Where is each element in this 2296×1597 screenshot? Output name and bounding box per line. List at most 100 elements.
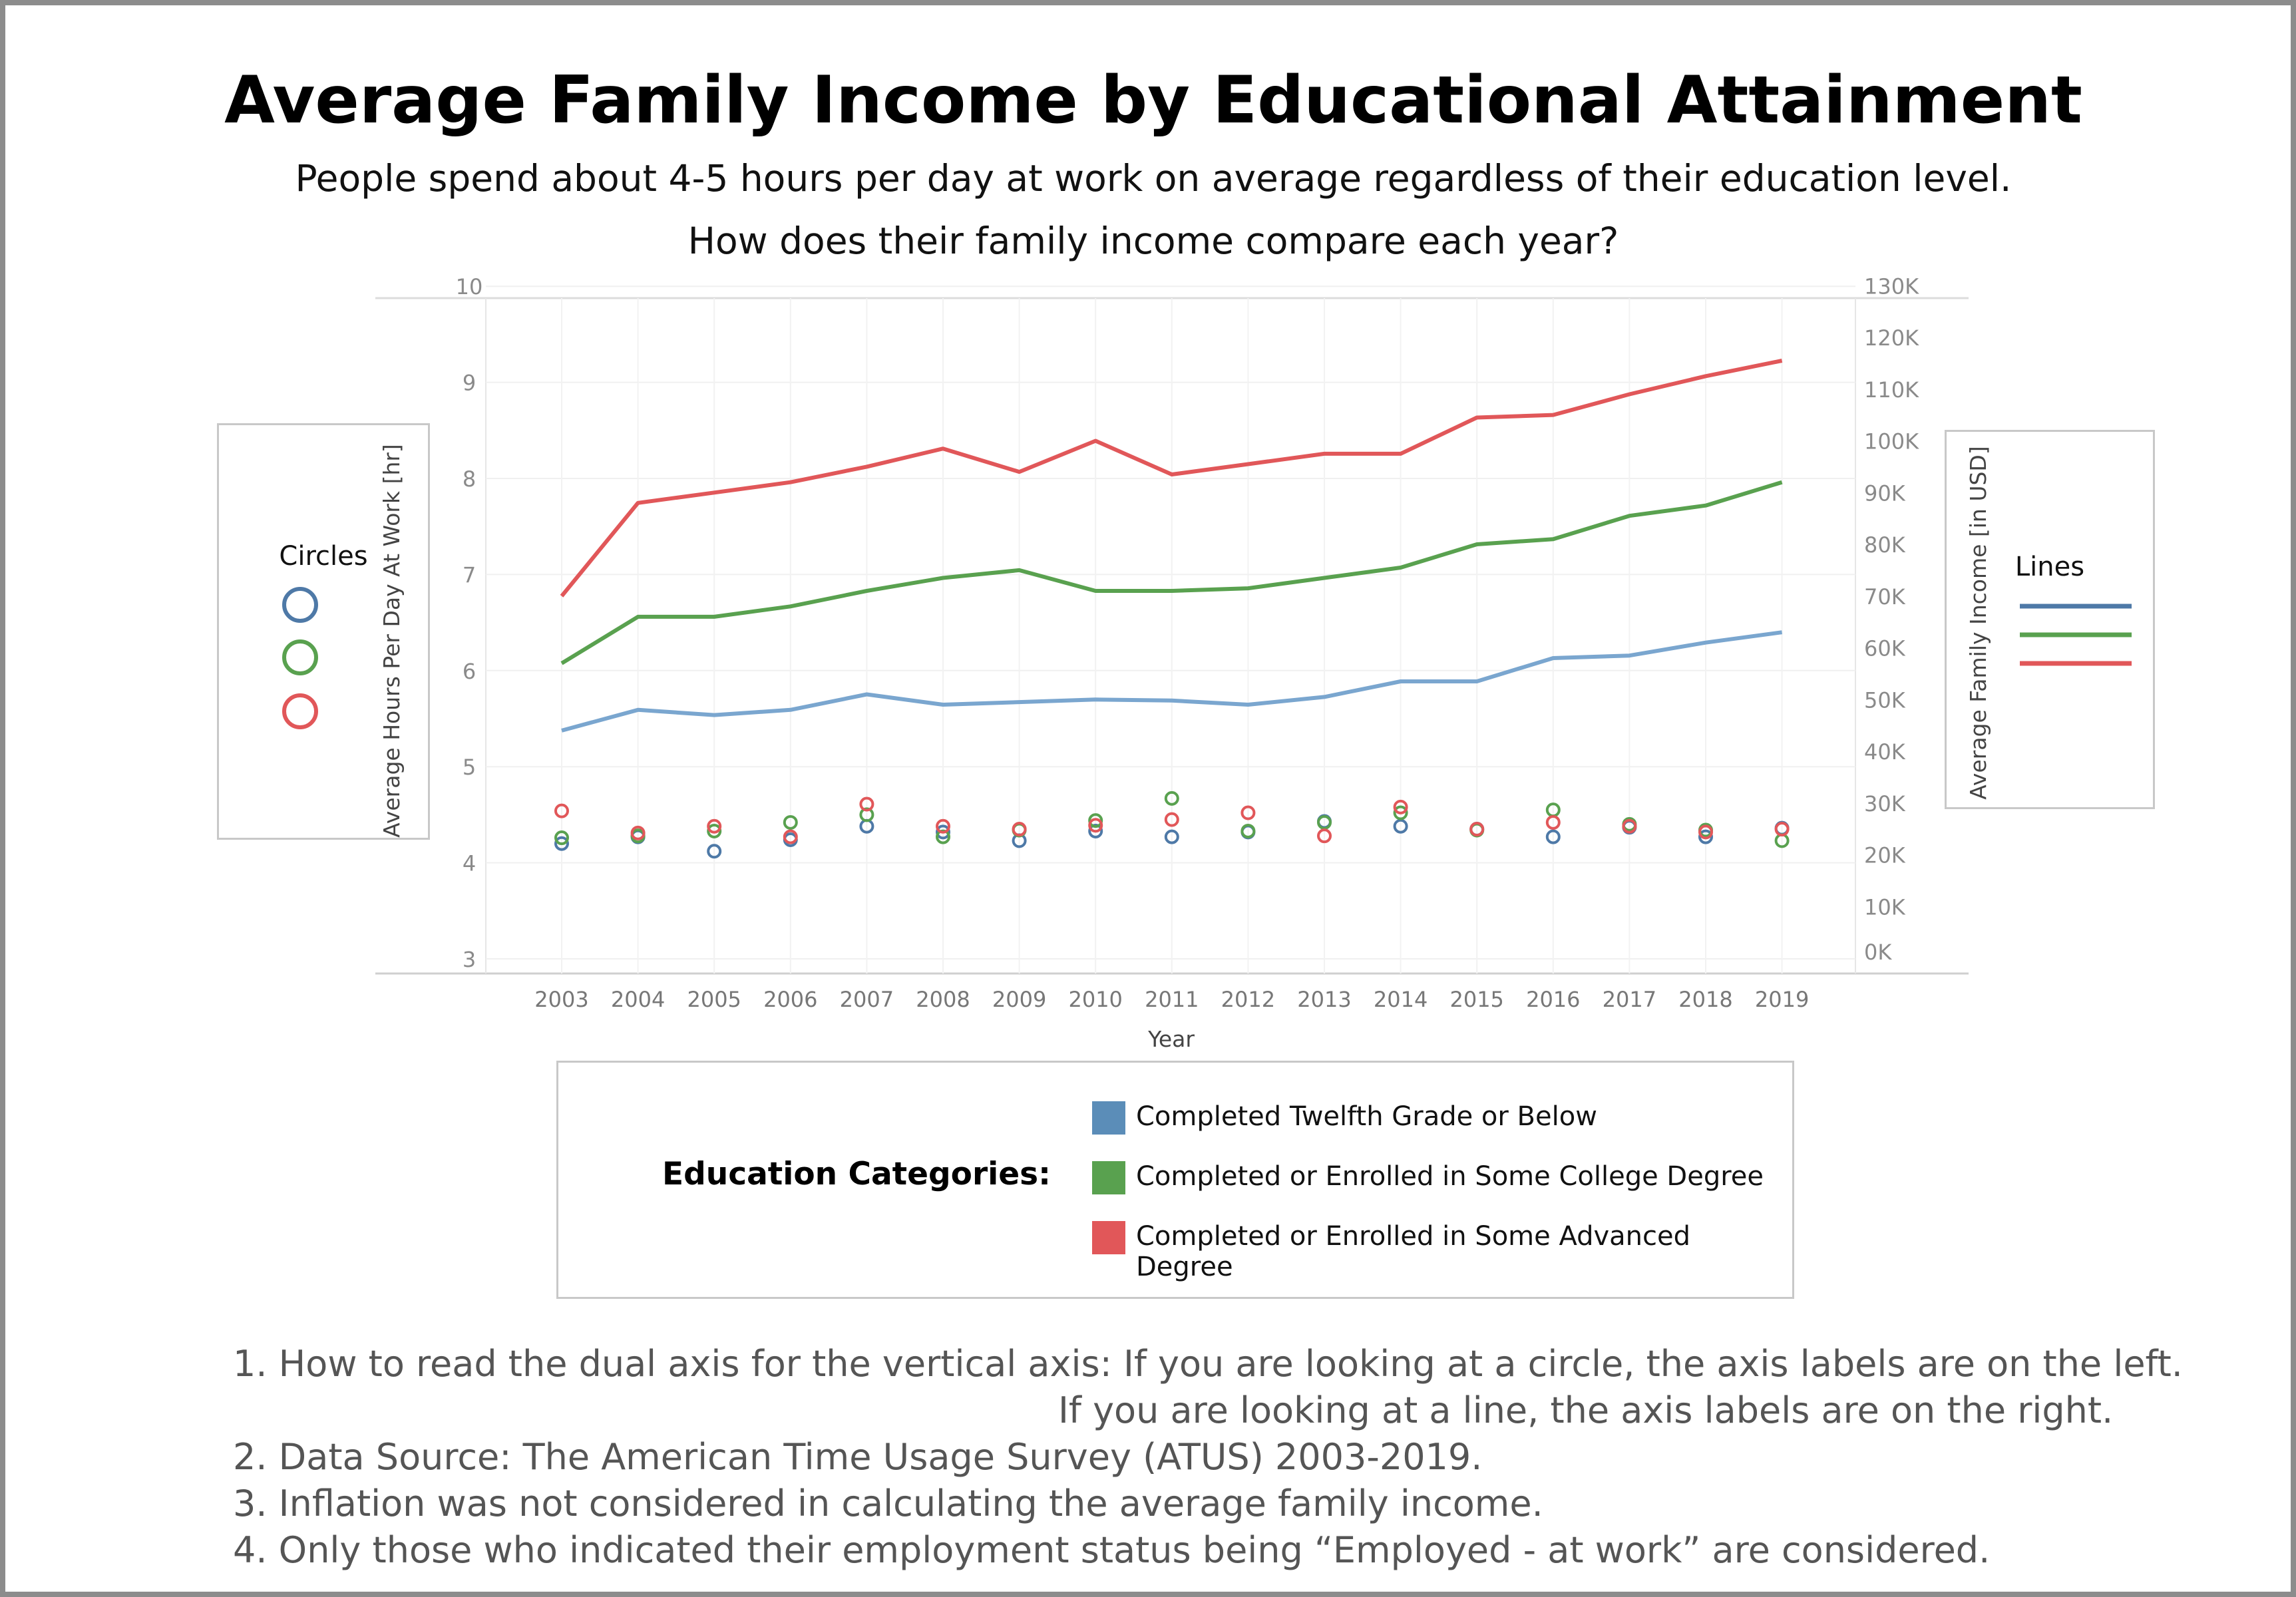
- circles-legend-title: Circles: [279, 541, 368, 572]
- dual-axis-chart: 3 4 5 6 7 8 9 10 2003 2004 2005 2006 2007 2008 2009 201…: [375, 273, 1991, 1052]
- circles-legend-symbols: [282, 587, 318, 729]
- hours-circle-point-2: [1012, 822, 1027, 837]
- x-tick-label: 2013: [1297, 987, 1351, 1012]
- y-right-tick-label: 20K: [1864, 843, 1906, 868]
- lines-legend: Lines: [1945, 430, 2155, 809]
- swatch-college-degree: [1092, 1161, 1125, 1194]
- y-right-tick-label: 80K: [1864, 532, 1906, 558]
- y-left-tick-label: 9: [463, 371, 476, 396]
- hours-circle-point-2: [1393, 799, 1408, 814]
- y-right-tick-label: 40K: [1864, 739, 1906, 765]
- hours-circle-point-2: [1545, 814, 1561, 830]
- hours-circle-point-1: [707, 823, 722, 838]
- lines-legend-title: Lines: [2014, 552, 2085, 582]
- income-line-series-0: [561, 630, 1783, 733]
- label-layer: 3 4 5 6 7 8 9 10 2003 2004 2005 2006 2007 2008 2009 201…: [456, 273, 1919, 1012]
- x-tick-label: 2006: [763, 987, 817, 1012]
- hours-circle-point-2: [1241, 805, 1256, 820]
- hours-circle-point-2: [1622, 818, 1637, 834]
- legend-circle-green: [282, 639, 318, 675]
- y-left-tick-label: 8: [463, 466, 476, 492]
- legend-item-college-degree: Completed or Enrolled in Some College De…: [1136, 1161, 1764, 1192]
- y-left-tick-label: 10: [456, 274, 483, 299]
- hours-circle-point-1: [783, 814, 798, 830]
- hours-circle-point-2: [554, 803, 569, 818]
- hours-circle-point-2: [859, 797, 874, 812]
- y-right-tick-label: 0K: [1864, 940, 1892, 965]
- y-axis-left-title: Average Hours Per Day At Work [hr]: [379, 444, 405, 838]
- circles-legend: Circles: [217, 423, 430, 840]
- x-tick-label: 2017: [1603, 987, 1656, 1012]
- hours-circle-point-2: [783, 829, 798, 844]
- hours-circle-point-1: [859, 807, 874, 822]
- y-right-tick-label: 30K: [1864, 791, 1906, 816]
- education-legend-title: Education Categories:: [662, 1156, 1051, 1192]
- y-left-tick-label: 5: [463, 755, 476, 780]
- note-3: 3. Inflation was not considered in calcu…: [233, 1483, 1543, 1524]
- x-tick-label: 2009: [992, 987, 1046, 1012]
- hours-circle-point-1: [1241, 823, 1256, 838]
- education-legend: Education Categories: Completed Twelfth …: [556, 1061, 1794, 1299]
- y-right-tick-label: 130K: [1864, 273, 1919, 299]
- hours-circle-point-0: [1393, 818, 1408, 834]
- y-right-tick-label: 100K: [1864, 429, 1919, 454]
- hours-circle-point-0: [1164, 829, 1179, 844]
- y-left-tick-label: 4: [463, 851, 476, 876]
- y-right-tick-label: 50K: [1864, 687, 1906, 713]
- hours-circle-point-1: [1317, 814, 1332, 830]
- legend-circle-red: [282, 693, 318, 729]
- note-1: 1. How to read the dual axis for the ver…: [233, 1343, 2183, 1385]
- hours-circle-point-0: [1088, 823, 1103, 838]
- hours-circle-point-2: [1698, 824, 1713, 840]
- hours-circle-point-2: [1317, 828, 1332, 844]
- hours-circle-point-1: [1393, 805, 1408, 820]
- legend-item-advanced-degree: Completed or Enrolled in Some Advanced D…: [1136, 1221, 1691, 1282]
- legend-circle-blue: [282, 587, 318, 623]
- grid-layer: [375, 285, 1969, 975]
- note-2: 2. Data Source: The American Time Usage …: [233, 1436, 1483, 1478]
- y-left-tick-label: 6: [463, 659, 476, 684]
- x-tick-label: 2007: [840, 987, 894, 1012]
- chart-title: Average Family Income by Educational Att…: [224, 63, 2082, 138]
- series-layer: [554, 359, 1790, 859]
- hours-circle-point-2: [1164, 812, 1179, 827]
- hours-circle-point-1: [1088, 813, 1103, 828]
- x-tick-label: 2012: [1221, 987, 1275, 1012]
- y-right-tick-label: 10K: [1864, 894, 1906, 920]
- x-tick-label: 2014: [1374, 987, 1428, 1012]
- income-line-series-2: [560, 359, 1783, 598]
- hours-circle-point-2: [1088, 818, 1103, 833]
- x-tick-label: 2019: [1755, 987, 1809, 1012]
- x-tick-label: 2003: [534, 987, 588, 1012]
- lines-legend-symbols: [2020, 604, 2132, 666]
- x-tick-label: 2011: [1145, 987, 1199, 1012]
- hours-circle-point-2: [1774, 822, 1790, 837]
- y-right-tick-label: 120K: [1864, 325, 1919, 351]
- note-4: 4. Only those who indicated their employ…: [233, 1529, 1991, 1571]
- hours-circle-point-0: [1545, 829, 1561, 844]
- x-axis-title: Year: [1147, 1026, 1195, 1052]
- x-tick-label: 2004: [611, 987, 665, 1012]
- y-right-tick-label: 60K: [1864, 636, 1906, 661]
- hours-circle-point-2: [630, 825, 646, 840]
- note-1-continued: If you are looking at a line, the axis l…: [1058, 1389, 2114, 1431]
- swatch-twelfth-grade: [1092, 1101, 1125, 1135]
- y-right-tick-label: 70K: [1864, 584, 1906, 610]
- x-tick-label: 2016: [1526, 987, 1580, 1012]
- y-right-tick-label: 90K: [1864, 480, 1906, 506]
- x-tick-label: 2005: [687, 987, 741, 1012]
- x-tick-label: 2010: [1068, 987, 1122, 1012]
- hours-circle-point-1: [936, 829, 950, 844]
- y-axis-right-title: Average Family Income [in USD]: [1965, 446, 1991, 799]
- x-tick-label: 2018: [1678, 987, 1732, 1012]
- x-tick-label: 2008: [916, 987, 970, 1012]
- y-left-tick-label: 3: [463, 947, 476, 972]
- y-left-tick-label: 7: [463, 562, 476, 588]
- hours-circle-point-2: [707, 818, 722, 834]
- hours-circle-point-0: [707, 844, 722, 859]
- hours-circle-point-2: [1469, 822, 1485, 837]
- chart-subtitle-2: How does their family income compare eac…: [687, 220, 1619, 262]
- hours-circle-point-1: [1164, 791, 1179, 806]
- legend-item-twelfth-grade: Completed Twelfth Grade or Below: [1136, 1101, 1597, 1132]
